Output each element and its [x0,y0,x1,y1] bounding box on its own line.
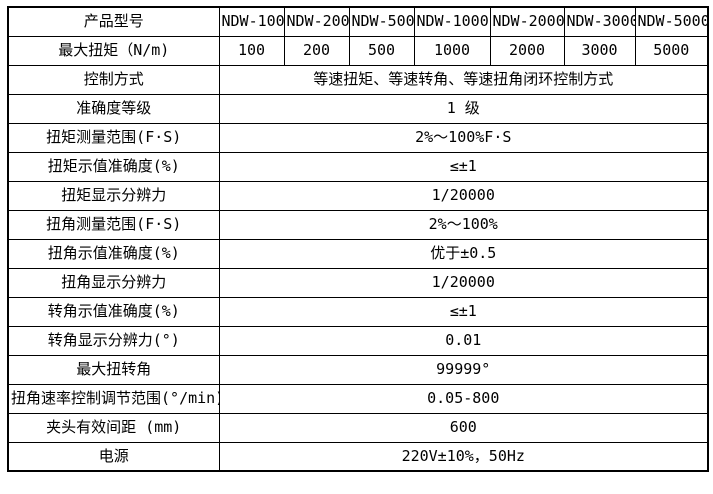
torque-value-cell: 2000 [489,35,565,66]
spec-value: 等速扭矩、等速转角、等速扭角闭环控制方式 [218,64,709,95]
table-row-spec: 扭角示值准确度(%) 优于±0.5 [7,238,709,269]
spec-value: 优于±0.5 [218,238,709,269]
torque-row-label: 最大扭矩（N/m) [7,35,220,66]
spec-label: 最大扭转角 [7,354,220,385]
spec-label: 扭角速率控制调节范围(°/min) [7,383,220,414]
spec-value: 2%～100%F·S [218,122,709,153]
spec-label: 转角示值准确度(%) [7,296,220,327]
spec-value: 1/20000 [218,267,709,298]
spec-label: 扭矩显示分辨力 [7,180,220,211]
spec-label: 电源 [7,441,220,472]
spec-table: 产品型号 NDW-100 NDW-200 NDW-500 NDW-1000 ND… [7,6,709,472]
spec-label: 扭矩示值准确度(%) [7,151,220,182]
model-header-cell: NDW-200 [283,6,350,37]
spec-value: ≤±1 [218,296,709,327]
model-header-cell: NDW-500 [348,6,415,37]
spec-label: 扭角示值准确度(%) [7,238,220,269]
spec-value: 2%～100% [218,209,709,240]
model-header-cell: NDW-5000 [634,6,709,37]
spec-sheet: 产品型号 NDW-100 NDW-200 NDW-500 NDW-1000 ND… [7,6,709,472]
table-row-spec: 扭矩显示分辨力 1/20000 [7,180,709,211]
spec-label: 扭角显示分辨力 [7,267,220,298]
spec-value: 0.01 [218,325,709,356]
spec-label: 转角显示分辨力(°) [7,325,220,356]
model-header-cell: NDW-2000 [489,6,565,37]
table-row-torque: 最大扭矩（N/m) 100 200 500 1000 2000 3000 500… [7,35,709,66]
table-row-spec: 转角显示分辨力(°) 0.01 [7,325,709,356]
table-row-spec: 扭角测量范围(F·S) 2%～100% [7,209,709,240]
spec-value: 220V±10%，50Hz [218,441,709,472]
spec-label: 控制方式 [7,64,220,95]
torque-value-cell: 3000 [563,35,636,66]
spec-value: 0.05-800 [218,383,709,414]
spec-label: 扭角测量范围(F·S) [7,209,220,240]
spec-value: 1/20000 [218,180,709,211]
table-row-spec: 夹头有效间距 (mm) 600 [7,412,709,443]
table-row-spec: 扭角速率控制调节范围(°/min) 0.05-800 [7,383,709,414]
spec-value: 99999° [218,354,709,385]
model-row-label: 产品型号 [7,6,220,37]
torque-value-cell: 5000 [634,35,709,66]
torque-value-cell: 200 [283,35,350,66]
table-row-spec: 扭矩测量范围(F·S) 2%～100%F·S [7,122,709,153]
table-row-spec: 扭角显示分辨力 1/20000 [7,267,709,298]
model-header-cell: NDW-3000 [563,6,636,37]
table-row-spec: 控制方式 等速扭矩、等速转角、等速扭角闭环控制方式 [7,64,709,95]
torque-value-cell: 500 [348,35,415,66]
spec-value: 1 级 [218,93,709,124]
table-row-spec: 准确度等级 1 级 [7,93,709,124]
torque-value-cell: 1000 [413,35,491,66]
spec-value: 600 [218,412,709,443]
spec-label: 扭矩测量范围(F·S) [7,122,220,153]
table-row-spec: 转角示值准确度(%) ≤±1 [7,296,709,327]
spec-label: 准确度等级 [7,93,220,124]
model-header-cell: NDW-1000 [413,6,491,37]
table-row-spec: 扭矩示值准确度(%) ≤±1 [7,151,709,182]
table-row-spec: 电源 220V±10%，50Hz [7,441,709,472]
table-row-model: 产品型号 NDW-100 NDW-200 NDW-500 NDW-1000 ND… [7,6,709,37]
torque-value-cell: 100 [218,35,285,66]
spec-label: 夹头有效间距 (mm) [7,412,220,443]
model-header-cell: NDW-100 [218,6,285,37]
table-row-spec: 最大扭转角 99999° [7,354,709,385]
spec-value: ≤±1 [218,151,709,182]
